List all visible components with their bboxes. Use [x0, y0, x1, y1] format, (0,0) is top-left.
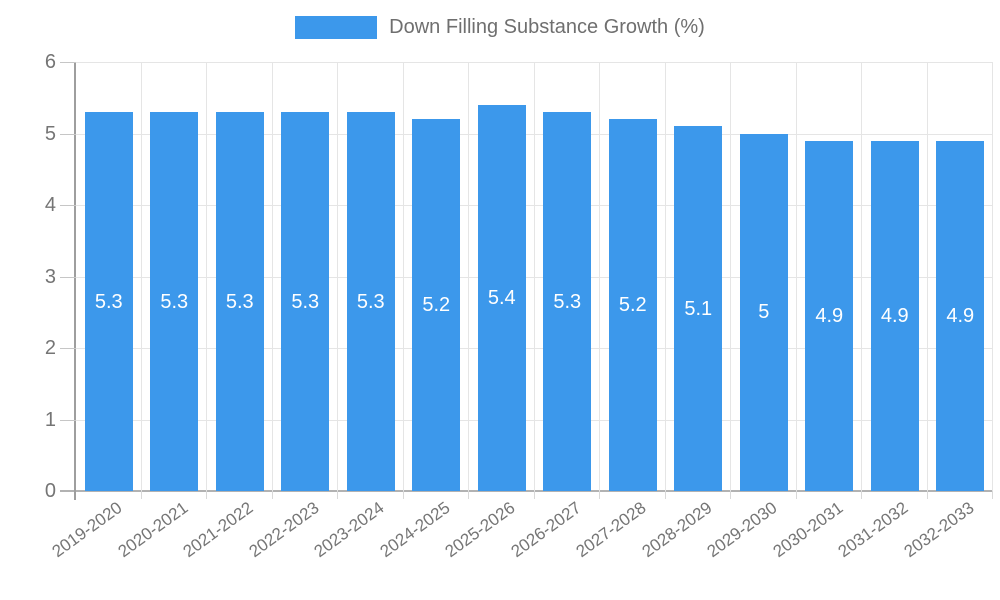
v-gridline-9: [664, 62, 666, 491]
x-tick-mark-7: [533, 491, 535, 499]
x-tick-mark-12: [861, 491, 862, 499]
bar-2032-2033[interactable]: 4.9: [936, 140, 985, 491]
bar-value-label: 5.3: [291, 290, 320, 313]
bar-2023-2024[interactable]: 5.3: [346, 112, 395, 491]
x-tick-label-2031-2032: 2031-2032: [834, 498, 912, 562]
y-tick-label-0: 0: [44, 480, 56, 502]
v-gridline-8: [599, 62, 600, 491]
bar-value-label: 5.3: [94, 290, 123, 313]
x-tick-label-2020-2021: 2020-2021: [114, 498, 192, 562]
bar-2027-2028[interactable]: 5.2: [608, 119, 657, 491]
x-tick-label-2030-2031: 2030-2031: [769, 498, 847, 562]
x-tick-mark-2: [206, 491, 207, 499]
v-gridline-14: [992, 62, 993, 491]
v-gridline-10: [730, 62, 731, 491]
bar-2022-2023[interactable]: 5.3: [281, 112, 330, 491]
bar-value-label: 5.4: [487, 286, 516, 309]
y-tick-label-4: 4: [44, 194, 56, 216]
bar-2029-2030[interactable]: 5: [739, 133, 788, 491]
x-tick-label-2028-2029: 2028-2029: [638, 498, 716, 562]
bar-2030-2031[interactable]: 4.9: [805, 140, 854, 491]
y-tick-mark-2: [60, 348, 76, 349]
v-gridline-1: [140, 62, 142, 491]
x-tick-label-2032-2033: 2032-2033: [900, 498, 978, 562]
y-tick-label-3: 3: [44, 265, 56, 288]
x-tick-label-2024-2025: 2024-2025: [376, 498, 454, 562]
y-tick-label-1: 1: [44, 408, 56, 431]
plot-area: 5.3 5.3 5.3 5.3 5.3 5.2 5.4 5.3 5.2 5.1 5 4.9 4.9 4.9: [76, 62, 993, 491]
bar-2021-2022[interactable]: 5.3: [215, 112, 264, 491]
x-tick-mark-1: [140, 491, 142, 499]
bar-value-label: 4.9: [946, 304, 975, 327]
bar-2024-2025[interactable]: 5.2: [412, 119, 461, 491]
v-gridline-5: [402, 62, 404, 491]
bar-value-label: 5.3: [356, 290, 385, 313]
bar-2020-2021[interactable]: 5.3: [150, 112, 199, 491]
bar-value-label: 5.2: [618, 294, 647, 317]
y-tick-label-2: 2: [44, 337, 56, 359]
h-gridline-1: [76, 419, 993, 421]
x-tick-label-2021-2022: 2021-2022: [179, 498, 257, 562]
x-tick-label-2025-2026: 2025-2026: [441, 498, 519, 562]
h-gridline-2: [76, 348, 993, 349]
bar-2028-2029[interactable]: 5.1: [674, 126, 723, 491]
v-gridline-6: [468, 62, 469, 491]
y-tick-mark-5: [60, 133, 76, 135]
x-tick-mark-6: [468, 491, 469, 499]
v-gridline-4: [337, 62, 338, 491]
x-tick-mark-3: [271, 491, 273, 499]
v-gridline-12: [861, 62, 862, 491]
bar-value-label: 5.2: [422, 294, 451, 317]
bar-value-label: 5: [758, 301, 770, 324]
h-gridline-3: [76, 276, 993, 278]
h-gridline-5: [76, 133, 993, 135]
x-tick-label-2019-2020: 2019-2020: [48, 498, 126, 562]
x-tick-label-2026-2027: 2026-2027: [507, 498, 585, 562]
h-gridline-6: [76, 62, 993, 63]
bar-2026-2027[interactable]: 5.3: [543, 112, 592, 491]
v-gridline-3: [271, 62, 273, 491]
bar-value-label: 4.9: [880, 304, 909, 327]
y-tick-mark-4: [60, 205, 76, 206]
bar-value-label: 5.3: [160, 290, 189, 313]
v-gridline-7: [533, 62, 535, 491]
x-tick-label-2027-2028: 2027-2028: [572, 498, 650, 562]
x-tick-label-2029-2030: 2029-2030: [703, 498, 781, 562]
bar-value-label: 5.3: [225, 290, 254, 313]
y-tick-label-6: 6: [44, 51, 56, 73]
y-tick-mark-1: [60, 419, 76, 421]
bar-2025-2026[interactable]: 5.4: [477, 104, 526, 491]
x-axis-line: [60, 490, 993, 492]
x-tick-label-2023-2024: 2023-2024: [310, 498, 388, 562]
v-gridline-13: [926, 62, 928, 491]
y-tick-mark-6: [60, 62, 76, 63]
y-tick-label-5: 5: [44, 122, 56, 145]
x-tick-mark-8: [599, 491, 600, 499]
x-tick-mark-10: [730, 491, 731, 499]
x-tick-mark-5: [402, 491, 404, 499]
bar-value-label: 4.9: [815, 304, 844, 327]
bar-2031-2032[interactable]: 4.9: [870, 140, 919, 491]
y-axis-line: [74, 62, 76, 500]
v-gridline-2: [206, 62, 207, 491]
h-gridline-4: [76, 205, 993, 206]
x-tick-mark-4: [337, 491, 338, 499]
x-tick-label-2022-2023: 2022-2023: [245, 498, 323, 562]
bar-2019-2020[interactable]: 5.3: [84, 112, 133, 491]
chart-legend[interactable]: Down Filling Substance Growth (%): [0, 16, 1000, 39]
v-gridline-11: [795, 62, 797, 491]
legend-swatch: [295, 16, 378, 39]
x-tick-mark-14: [992, 491, 993, 499]
x-tick-mark-13: [926, 491, 928, 499]
legend-label: Down Filling Substance Growth (%): [389, 16, 705, 38]
x-tick-mark-11: [795, 491, 797, 499]
bar-value-label: 5.1: [684, 297, 713, 320]
x-tick-mark-9: [664, 491, 666, 499]
bar-value-label: 5.3: [553, 290, 582, 313]
y-tick-mark-3: [60, 276, 76, 278]
